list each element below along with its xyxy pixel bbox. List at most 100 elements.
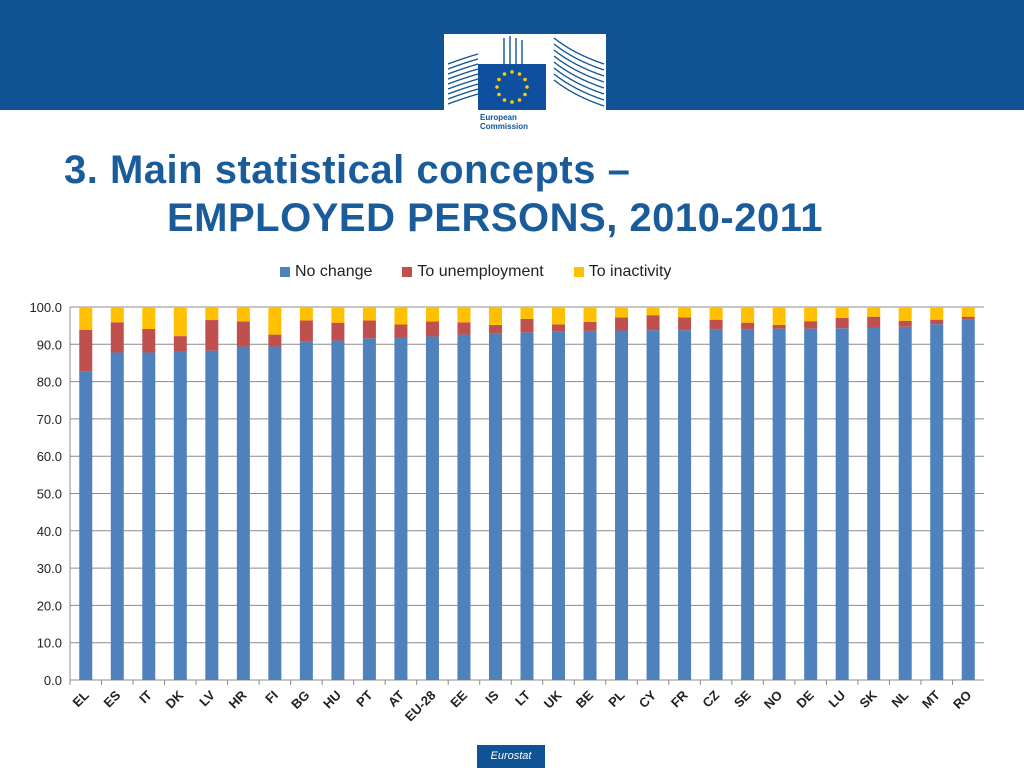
x-tick-label: UK bbox=[541, 687, 565, 711]
bar-segment-cy-1 bbox=[646, 315, 660, 331]
y-tick-label: 100.0 bbox=[29, 300, 62, 315]
bar-segment-es-2 bbox=[110, 307, 124, 323]
x-tick-label: FR bbox=[668, 687, 691, 710]
x-tick-label: SK bbox=[856, 687, 880, 711]
y-tick-label: 0.0 bbox=[44, 673, 62, 688]
x-tick-label: DE bbox=[793, 687, 817, 711]
logo-line-1: European bbox=[480, 113, 517, 122]
eu-star-icon bbox=[517, 72, 522, 76]
bar-segment-no-1 bbox=[772, 324, 786, 329]
bar-segment-it-0 bbox=[142, 352, 156, 680]
bar-segment-lu-2 bbox=[835, 307, 849, 318]
bar-segment-ro-0 bbox=[961, 319, 975, 680]
bar-segment-hr-1 bbox=[236, 321, 250, 347]
bar-segment-mt-0 bbox=[930, 324, 944, 680]
eu-star-icon bbox=[502, 98, 507, 102]
bar-segment-fr-0 bbox=[678, 330, 692, 680]
bar-segment-be-0 bbox=[583, 330, 597, 680]
bar-segment-pt-2 bbox=[362, 307, 376, 321]
legend-swatch-no-change bbox=[280, 267, 290, 277]
bar-segment-uk-0 bbox=[552, 331, 566, 680]
bar-segment-eu-28-2 bbox=[425, 307, 439, 322]
x-tick-label: PT bbox=[353, 687, 375, 709]
bar-segment-at-1 bbox=[394, 324, 408, 338]
bar-segment-is-1 bbox=[488, 324, 502, 334]
bar-segment-lt-1 bbox=[520, 318, 534, 333]
title-line-1: 3. Main statistical concepts – bbox=[64, 148, 631, 192]
berlaymont-building-icon bbox=[447, 36, 605, 110]
bar-segment-mt-2 bbox=[930, 307, 944, 320]
y-tick-label: 10.0 bbox=[37, 636, 62, 651]
bar-segment-sk-1 bbox=[867, 316, 881, 328]
legend-swatch-to-inactivity bbox=[573, 267, 584, 277]
x-tick-label: ES bbox=[101, 687, 124, 710]
bar-segment-ee-2 bbox=[457, 307, 471, 323]
eu-star-icon bbox=[497, 77, 501, 82]
bar-segment-ee-1 bbox=[457, 322, 471, 335]
x-tick-label: CZ bbox=[699, 687, 722, 710]
bar-segment-hr-0 bbox=[236, 346, 250, 680]
y-tick-label: 60.0 bbox=[37, 449, 62, 464]
bar-segment-cz-2 bbox=[709, 307, 723, 320]
bar-segment-fr-2 bbox=[678, 307, 692, 318]
eu-star-icon bbox=[502, 72, 507, 76]
x-tick-label: EL bbox=[70, 687, 92, 709]
bar-segment-pl-2 bbox=[615, 307, 629, 318]
x-tick-label: BE bbox=[573, 687, 597, 711]
bar-segment-pl-1 bbox=[615, 317, 629, 331]
bar-segment-sk-0 bbox=[867, 327, 881, 680]
bar-segment-ro-1 bbox=[961, 316, 975, 320]
bar-segment-de-2 bbox=[804, 307, 818, 322]
x-tick-label: IT bbox=[136, 687, 155, 706]
bar-segment-cy-0 bbox=[646, 330, 660, 680]
y-tick-label: 20.0 bbox=[37, 598, 62, 613]
legend-label-to-unemployment: To unemployment bbox=[417, 263, 544, 280]
bar-segment-is-2 bbox=[488, 307, 502, 325]
x-tick-label: LT bbox=[512, 687, 533, 708]
x-tick-label: PL bbox=[605, 687, 627, 709]
bar-segment-se-1 bbox=[741, 322, 755, 330]
bar-segment-dk-2 bbox=[173, 307, 187, 337]
bar-segment-cy-2 bbox=[646, 307, 660, 316]
bar-segment-uk-2 bbox=[552, 307, 566, 325]
bar-segment-nl-1 bbox=[898, 320, 912, 327]
x-tick-label: BG bbox=[288, 688, 312, 712]
bar-segment-lv-0 bbox=[205, 350, 219, 680]
legend-label-no-change: No change bbox=[295, 263, 373, 280]
x-tick-label: HR bbox=[226, 687, 250, 711]
legend-item-to-unemployment: To unemployment bbox=[402, 262, 544, 282]
bar-segment-bg-2 bbox=[299, 307, 313, 321]
bar-segment-dk-0 bbox=[173, 351, 187, 680]
bar-segment-ee-0 bbox=[457, 334, 471, 680]
bar-segment-es-0 bbox=[110, 352, 124, 680]
bar-segment-lu-1 bbox=[835, 317, 849, 329]
bar-segment-be-2 bbox=[583, 307, 597, 322]
y-tick-label: 50.0 bbox=[37, 487, 62, 502]
y-tick-label: 70.0 bbox=[37, 412, 62, 427]
bar-segment-hu-1 bbox=[331, 322, 345, 341]
bar-segment-lt-0 bbox=[520, 332, 534, 680]
bar-segment-lu-0 bbox=[835, 328, 849, 680]
european-commission-logo: European Commission bbox=[444, 34, 606, 142]
x-tick-label: MT bbox=[919, 687, 943, 711]
bar-segment-at-2 bbox=[394, 307, 408, 325]
x-tick-label: CY bbox=[636, 687, 660, 711]
bar-segment-fi-0 bbox=[268, 346, 282, 680]
bar-segment-pt-1 bbox=[362, 320, 376, 339]
bar-segment-ro-2 bbox=[961, 307, 975, 317]
bar-segment-es-1 bbox=[110, 322, 124, 353]
x-tick-label: FI bbox=[262, 688, 281, 707]
bar-segment-pl-0 bbox=[615, 330, 629, 680]
bar-segment-fi-1 bbox=[268, 334, 282, 347]
eu-star-icon bbox=[517, 98, 522, 102]
eu-star-icon bbox=[525, 85, 529, 89]
bar-segment-be-1 bbox=[583, 321, 597, 331]
bar-segment-nl-2 bbox=[898, 307, 912, 321]
x-tick-label: DK bbox=[163, 687, 187, 711]
bar-segment-cz-1 bbox=[709, 319, 723, 330]
legend-item-no-change: No change bbox=[280, 262, 372, 282]
eu-star-icon bbox=[495, 85, 499, 89]
x-tick-label: EE bbox=[447, 687, 470, 710]
bar-segment-fr-1 bbox=[678, 317, 692, 331]
bar-segment-cz-0 bbox=[709, 329, 723, 680]
